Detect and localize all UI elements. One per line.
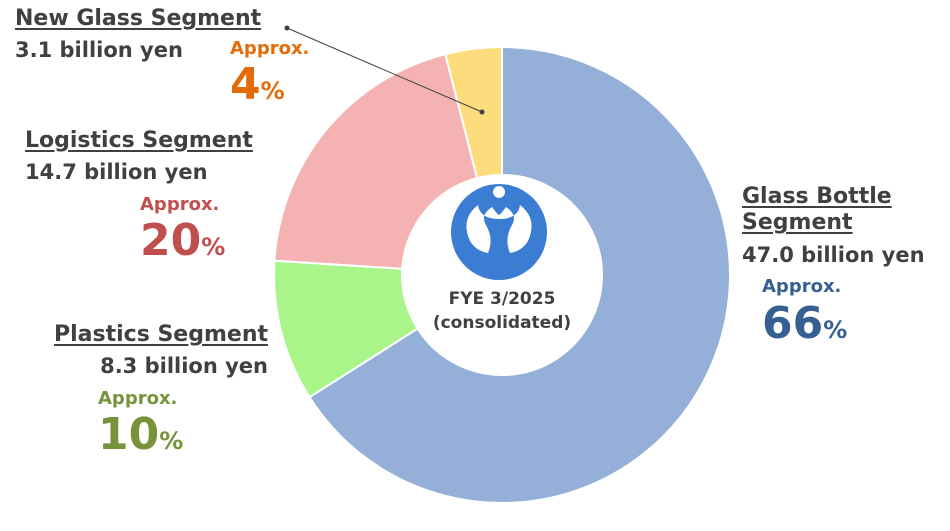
center-text: FYE 3/2025	[449, 289, 556, 309]
donut	[273, 45, 731, 504]
segment-amount: 3.1 billion yen	[15, 38, 183, 63]
leader-dot	[284, 25, 290, 31]
percent-label: 66%	[762, 301, 942, 346]
segment-name: New Glass Segment	[15, 6, 262, 31]
percent-value: 4	[230, 59, 261, 111]
percent-value: 66	[762, 297, 824, 349]
approx-label: Approx.	[140, 193, 220, 215]
leader-dot	[479, 109, 485, 115]
leader-line	[286, 27, 483, 113]
segment-amount: 14.7 billion yen	[25, 160, 208, 185]
percent-unit: %	[260, 77, 285, 106]
logo-mark	[466, 186, 532, 253]
percent-label: 20%	[140, 219, 285, 263]
percent-value: 20	[140, 215, 202, 267]
approx-label: Approx.	[98, 387, 178, 409]
percent-value: 10	[98, 409, 160, 461]
logo	[451, 184, 547, 280]
percent-unit: %	[201, 233, 226, 262]
center-text: (consolidated)	[433, 313, 571, 333]
segment-amount: 47.0 billion yen	[742, 242, 925, 267]
percent-unit: %	[159, 427, 184, 456]
segment-name: Plastics Segment	[54, 322, 268, 347]
segment-label: Glass Bottle Segment 47.0 billion yen Appr…	[742, 184, 942, 346]
percent-label: 4%	[230, 63, 285, 107]
segment-name: Glass Bottle Segment	[742, 184, 892, 236]
segment-name: Logistics Segment	[25, 128, 253, 153]
approx-label: Approx.	[230, 37, 310, 59]
segment-amount: 8.3 billion yen	[100, 354, 268, 379]
approx-label: Approx.	[762, 275, 842, 297]
segment-label: Plastics Segment 8.3 billion yen Approx. 10…	[8, 322, 268, 457]
segment-label: New Glass Segment 3.1 billion yen Approx. 4…	[15, 6, 310, 107]
percent-unit: %	[823, 315, 848, 344]
percent-label: 10%	[98, 413, 268, 457]
segment-label: Logistics Segment 14.7 billion yen Approx.…	[25, 128, 285, 263]
